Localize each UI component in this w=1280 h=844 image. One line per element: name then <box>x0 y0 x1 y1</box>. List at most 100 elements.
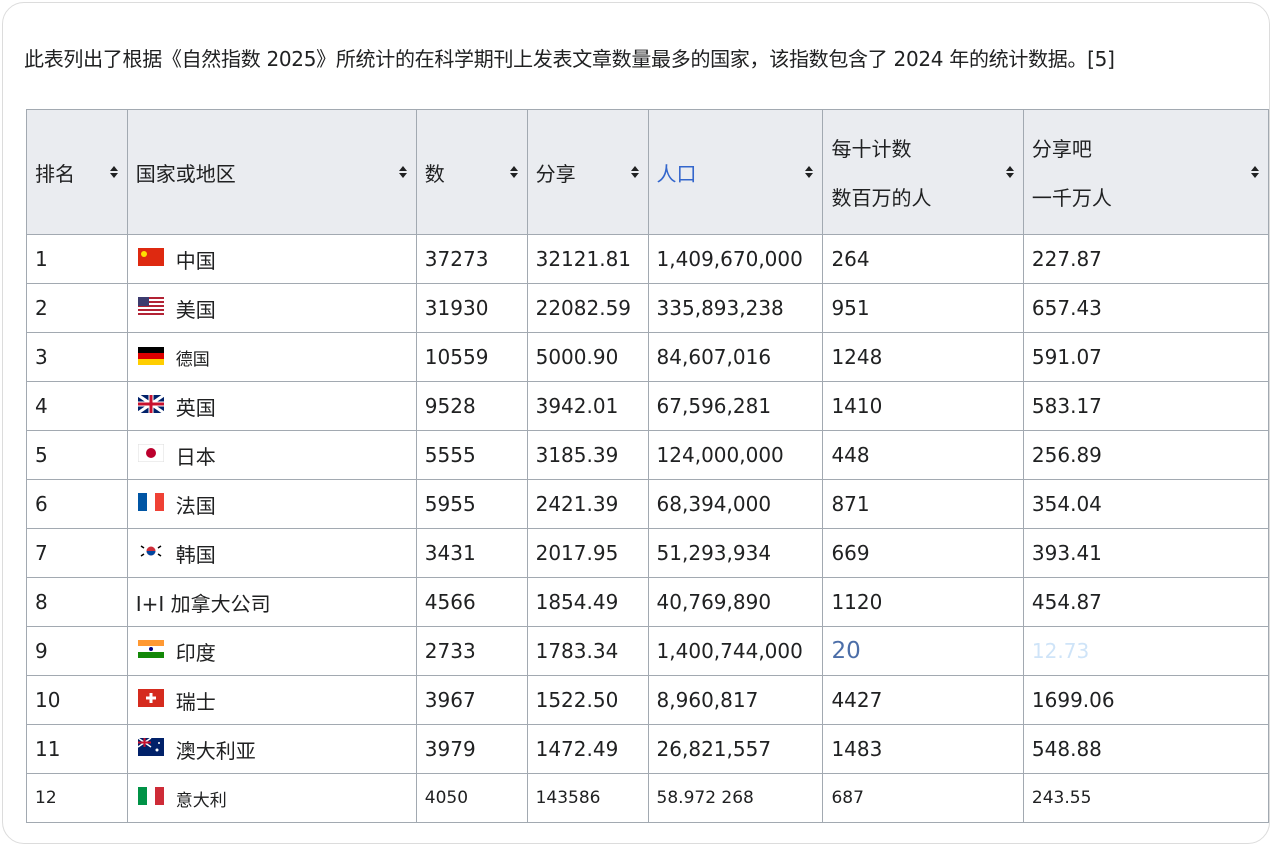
data-cell: 4427 <box>822 675 1024 725</box>
country-name: 中国 <box>175 248 216 273</box>
country-cell: 德国 <box>126 332 417 382</box>
flag-icon <box>137 346 164 370</box>
data-cell: 9528 <box>415 381 528 431</box>
data-cell: 3431 <box>415 528 528 578</box>
table-row: 6 法国 5955 2421.39 68,394,000 871 354.04 <box>26 479 1269 529</box>
table-row: 2 美国 31930 22082.59 335,893,238 951 657.43 <box>26 283 1269 333</box>
column-header: 数 <box>415 109 528 235</box>
data-cell: 32121.81 <box>526 234 649 284</box>
sort-button[interactable] <box>804 160 814 184</box>
data-cell: 3942.01 <box>526 381 649 431</box>
country-cell: 法国 <box>126 479 417 529</box>
data-cell: 393.41 <box>1022 528 1269 578</box>
sort-button[interactable] <box>509 160 519 184</box>
rank-cell: 12 <box>26 773 128 823</box>
data-cell: 1483 <box>822 724 1024 774</box>
data-cell: 1,400,744,000 <box>647 626 824 676</box>
country-cell: 英国 <box>126 381 417 431</box>
data-cell: 51,293,934 <box>647 528 824 578</box>
country-name: 英国 <box>175 395 216 420</box>
data-cell: 5000.90 <box>526 332 649 382</box>
data-cell: 1783.34 <box>526 626 649 676</box>
data-cell: 10559 <box>415 332 528 382</box>
column-header: 分享吧 一千万人 <box>1022 109 1269 235</box>
table-body: 1 中国 37273 32121.81 1,409,670,000 264 227.87 2 美… <box>26 234 1269 823</box>
data-cell: 124,000,000 <box>647 430 824 480</box>
header-text: 人口 <box>656 161 697 186</box>
column-header: 国家或地区 <box>126 109 417 235</box>
country-cell: 韩国 <box>126 528 417 578</box>
country-name: 意大利 <box>175 790 227 811</box>
data-cell: 2733 <box>415 626 528 676</box>
table-row: 12 意大利 4050 143586 58.972 268 687 243.55 <box>26 773 1269 823</box>
column-header: 排名 <box>26 109 128 235</box>
rank-cell: 4 <box>26 381 128 431</box>
data-cell: 583.17 <box>1022 381 1269 431</box>
header-text: 国家或地区 <box>135 161 236 186</box>
data-cell: 1854.49 <box>526 577 649 627</box>
data-cell: 5555 <box>415 430 528 480</box>
table-row: 3 德国 10559 5000.90 84,607,016 1248 591.07 <box>26 332 1269 382</box>
data-cell: 3967 <box>415 675 528 725</box>
data-cell: 31930 <box>415 283 528 333</box>
rank-cell: 9 <box>26 626 128 676</box>
data-cell: 1699.06 <box>1022 675 1269 725</box>
flag-icon <box>137 639 164 663</box>
data-cell: 243.55 <box>1022 773 1269 823</box>
data-cell: 67,596,281 <box>647 381 824 431</box>
flag-icon <box>136 393 165 418</box>
data-cell: 143586 <box>526 773 649 823</box>
country-name: I+I 加拿大公司 <box>135 591 271 616</box>
sort-button[interactable] <box>109 160 119 184</box>
flag-icon <box>137 541 164 565</box>
data-cell: 657.43 <box>1022 283 1269 333</box>
country-name: 澳大利亚 <box>175 738 256 763</box>
data-cell: 8,960,817 <box>647 675 824 725</box>
sort-button[interactable] <box>1250 160 1260 184</box>
data-cell: 669 <box>822 528 1024 578</box>
flag-icon <box>137 443 165 467</box>
data-cell: 26,821,557 <box>647 724 824 774</box>
sort-button[interactable] <box>398 160 408 184</box>
data-cell: 871 <box>822 479 1024 529</box>
data-cell: 1,409,670,000 <box>647 234 824 284</box>
header-text: 排名 <box>35 161 75 186</box>
table-row: 9 印度 2733 1783.34 1,400,744,000 20 12.73 <box>26 626 1269 676</box>
country-cell: 日本 <box>126 430 417 480</box>
data-cell: 354.04 <box>1022 479 1269 529</box>
rank-cell: 3 <box>26 332 128 382</box>
flag-icon <box>137 737 164 761</box>
table-row: 7 韩国 3431 2017.95 51,293,934 669 393.41 <box>26 528 1269 578</box>
flag-icon <box>137 296 164 320</box>
country-name: 瑞士 <box>175 689 216 714</box>
data-cell: 448 <box>822 430 1024 480</box>
country-cell: I+I 加拿大公司 <box>126 577 417 627</box>
country-name: 法国 <box>175 493 216 518</box>
data-cell: 3979 <box>415 724 528 774</box>
data-cell: 548.88 <box>1022 724 1269 774</box>
data-cell: 3185.39 <box>526 430 649 480</box>
data-cell: 227.87 <box>1022 234 1269 284</box>
data-cell: 335,893,238 <box>647 283 824 333</box>
data-cell: 22082.59 <box>526 283 649 333</box>
data-cell: 687 <box>822 773 1024 823</box>
sort-button[interactable] <box>1005 160 1015 184</box>
data-cell: 58.972 268 <box>647 773 824 823</box>
header-text: 数百万的人 <box>831 186 932 210</box>
data-cell: 37273 <box>415 234 528 284</box>
table-row: 5 日本 5555 3185.39 124,000,000 448 256.89 <box>26 430 1269 480</box>
data-cell: 68,394,000 <box>647 479 824 529</box>
header-text: 一千万人 <box>1031 186 1112 210</box>
country-name: 日本 <box>175 444 216 469</box>
data-cell: 2421.39 <box>526 479 649 529</box>
flag-icon <box>137 786 164 810</box>
caption: 此表列出了根据《自然指数 2025》所统计的在科学期刊上发表文章数量最多的国家，… <box>24 47 1115 71</box>
rank-cell: 8 <box>26 577 128 627</box>
sort-button[interactable] <box>630 160 640 184</box>
data-cell: 1410 <box>822 381 1024 431</box>
data-cell: 1248 <box>822 332 1024 382</box>
data-cell: 256.89 <box>1022 430 1269 480</box>
rank-cell: 11 <box>26 724 128 774</box>
